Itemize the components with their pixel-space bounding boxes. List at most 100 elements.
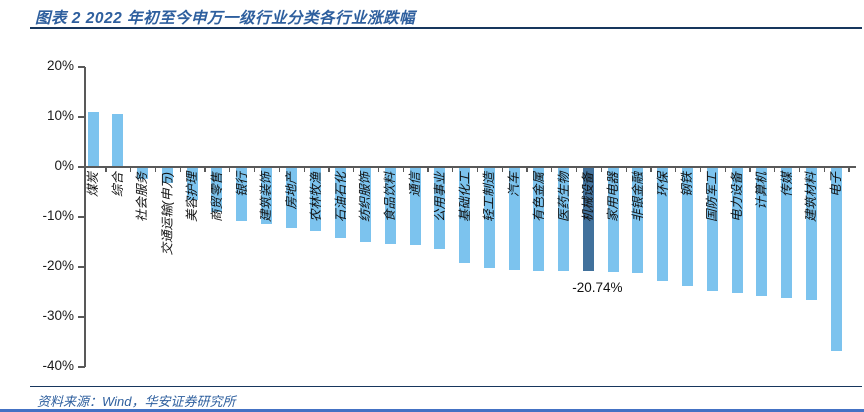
bar [508,167,520,270]
category-label-text: 有色金属 [531,172,546,223]
x-axis-tick [576,167,578,172]
bar [236,167,248,221]
x-axis-tick [501,167,503,172]
x-axis-tick [402,167,404,172]
category-label-text: 电力设备 [730,172,744,223]
category-label-text: 医药生物 [556,172,571,223]
category-label-text: 公用事业 [432,172,447,223]
bar [731,167,743,293]
bar [781,167,793,298]
category-label-text: 建筑装饰 [259,172,274,223]
y-axis-tick [78,216,85,218]
bar [459,167,471,263]
category-label-text: 基础化工 [457,172,472,223]
bar [260,167,272,224]
category-label-text: 机械设备 [581,172,596,223]
x-axis-tick [204,167,206,172]
category-label-text: 传媒 [779,172,794,198]
x-axis-tick [130,167,132,172]
category-label-text: 轻工制造 [482,172,497,223]
x-axis-tick [625,167,627,172]
bar [409,167,421,245]
x-axis-tick [254,167,256,172]
bar [558,167,570,271]
bar [87,112,99,166]
x-axis-line [85,165,856,168]
y-axis-tick [78,316,85,318]
y-axis-tick [78,166,85,168]
x-axis-tick [303,167,305,172]
category-label-text: 计算机 [754,172,769,210]
bar [657,167,669,281]
bar [756,167,768,296]
x-axis-tick [848,167,850,172]
bar [706,167,718,291]
x-axis-tick [154,167,157,172]
y-axis-tick-label: 10% [46,108,74,123]
x-axis-tick [650,167,652,172]
x-axis-tick [774,167,776,172]
x-axis-tick [675,167,677,172]
bar-highlighted [582,167,594,272]
category-label-text: 电子 [829,172,844,198]
bar [186,167,198,200]
x-axis-tick [328,167,330,172]
y-axis-tick-label: -30% [42,308,74,323]
category-label-text: 食品饮料 [383,172,398,223]
x-axis-tick [105,167,107,172]
category-label-text: 交通运输(申万) [160,172,175,256]
category-label-text: 纺织服饰 [358,172,373,223]
category-label-text: 综合 [110,172,125,198]
x-axis-tick [749,167,751,172]
x-axis-tick [476,167,479,172]
y-axis-tick [78,366,85,368]
bottom-border [0,409,864,412]
title-divider [30,27,862,29]
x-axis-tick [427,167,429,172]
y-axis-tick-label: -10% [42,208,74,223]
highlight-value-label: -20.74% [572,279,623,295]
y-axis-tick-label: 0% [54,158,74,173]
source-note: 资料来源：Wind，华安证券研究所 [37,394,236,409]
category-label-text: 石油石化 [333,172,348,223]
bar [434,167,446,249]
x-axis-tick [798,167,801,172]
category-label-text: 家用电器 [606,172,621,223]
category-label-text: 煤炭 [86,172,100,198]
category-label-text: 非银金融 [630,172,645,223]
bar [805,167,817,300]
bar [682,167,693,286]
category-label-text: 建筑材料 [804,172,819,223]
x-axis-tick [179,167,181,172]
category-label-text: 通信 [408,172,422,198]
y-axis-tick-label: -20% [42,258,74,273]
y-axis-tick [78,266,85,268]
bar [830,167,842,351]
x-axis-tick [526,167,528,172]
bar [112,114,124,166]
x-axis-tick [600,167,602,172]
bar [137,167,148,179]
category-label-text: 房地产 [284,172,299,210]
category-label-text: 农林牧渔 [308,172,323,223]
x-axis-tick [278,167,280,172]
x-axis-tick [229,167,231,172]
bar [310,167,322,231]
bar [483,167,495,268]
x-axis-tick [551,167,553,172]
x-axis-tick [724,167,726,172]
x-axis-tick [452,167,454,172]
y-axis-tick-label: -40% [42,358,74,373]
y-axis-tick [78,116,85,118]
category-label-text: 银行 [234,172,249,198]
category-label-text: 社会服务 [135,172,150,223]
x-axis-tick [353,167,355,172]
category-label-text: 环保 [655,172,670,198]
bar [533,167,545,271]
x-axis-tick [699,167,702,172]
category-label-text: 美容护理 [185,172,200,223]
bar [607,167,619,272]
category-label-text: 钢铁 [680,172,695,198]
